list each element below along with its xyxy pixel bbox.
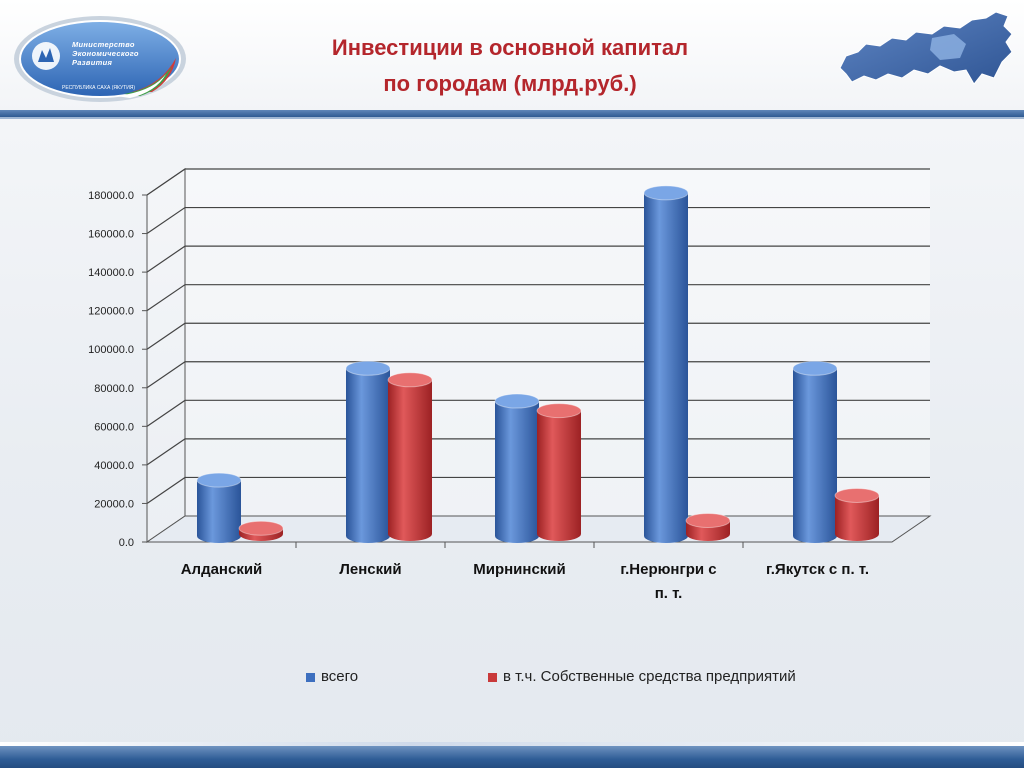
bar-total-top [494, 393, 540, 409]
bar-total [197, 480, 241, 543]
logo-text: Министерство Экономического Развития [72, 40, 139, 67]
russia-map-icon [836, 8, 1018, 104]
category-label: Алданский [180, 561, 263, 578]
footer-band [0, 746, 1024, 768]
bar-total-top [345, 360, 391, 376]
legend-item-total: всего [306, 668, 358, 685]
y-tick-label: 40000.0 [94, 460, 134, 472]
bar-own-top [685, 513, 731, 529]
y-tick-label: 80000.0 [94, 383, 134, 395]
legend-swatch-red [488, 672, 497, 682]
y-tick-label: 0.0 [119, 537, 134, 549]
y-tick-label: 140000.0 [88, 267, 134, 279]
logo-emblem-icon [14, 16, 186, 102]
bar-total-top [643, 185, 689, 201]
y-tick-label: 100000.0 [88, 344, 134, 356]
legend-label-total: всего [321, 668, 359, 685]
bar-own [835, 495, 879, 541]
bar-own-top [387, 372, 433, 388]
bar-total [793, 368, 837, 543]
y-tick-label: 20000.0 [94, 498, 134, 510]
bar-total-top [196, 472, 242, 488]
slide-title: Инвестиции в основной капитал по городам… [250, 30, 770, 102]
category-label: Ленский [339, 561, 402, 578]
chart: 0.0 20000.0 40000.0 60000.0 80000.0 100000.0 1… [0, 150, 1024, 620]
bar-own-top [238, 520, 284, 536]
y-tick-label: 160000.0 [88, 229, 134, 241]
gridline [146, 168, 930, 196]
header-rule-accent [0, 117, 1024, 119]
bar-own [537, 410, 581, 541]
title-line-2: по городам (млрд.руб.) [383, 71, 637, 96]
footer-highlight [0, 742, 1024, 746]
y-tick-label: 60000.0 [94, 421, 134, 433]
bar-own [388, 379, 432, 541]
header-rule [0, 110, 1024, 117]
ministry-logo: Министерство Экономического Развития РЕС… [12, 14, 188, 104]
y-tick-label: 120000.0 [88, 306, 134, 318]
bar-total [495, 401, 539, 543]
bar-total [346, 368, 390, 543]
legend-swatch-blue [306, 672, 315, 682]
chart-side-wall [146, 168, 186, 543]
bar-own-top [536, 403, 582, 419]
logo-subtext: РЕСПУБЛИКА САХА (ЯКУТИЯ) [62, 85, 136, 91]
category-label: Мирнинский [473, 561, 566, 578]
title-line-1: Инвестиции в основной капитал [331, 35, 689, 60]
bar-own-top [834, 487, 880, 503]
y-tick-label: 180000.0 [88, 190, 134, 202]
bar-total [644, 192, 688, 543]
legend-item-own: в т.ч. Собственные средства предприятий [488, 668, 796, 685]
category-label: г.Нерюнгри с п. т. [620, 561, 717, 602]
bar-total-top [792, 360, 838, 376]
legend-label-own: в т.ч. Собственные средства предприятий [503, 668, 796, 685]
bar-chart: 0.0 20000.0 40000.0 60000.0 80000.0 100000.0 1… [88, 168, 932, 549]
category-label: г.Якутск с п. т. [766, 561, 869, 578]
